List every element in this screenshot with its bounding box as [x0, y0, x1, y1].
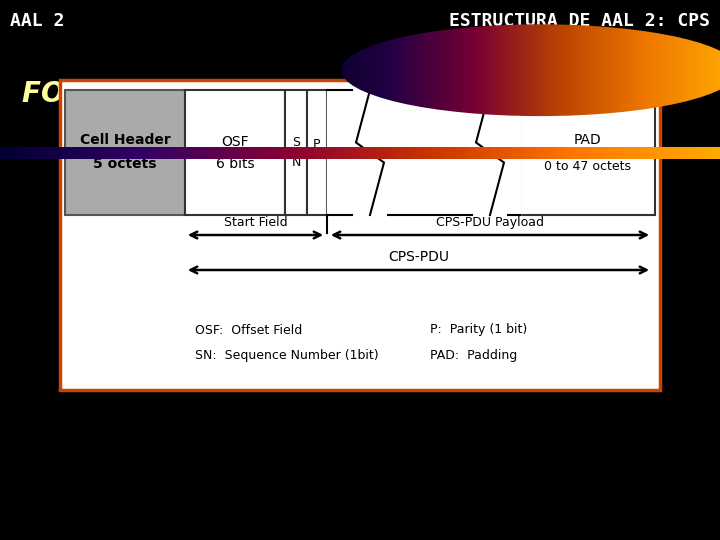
Text: P: P [313, 138, 320, 151]
Text: CPS-PDU Payload: CPS-PDU Payload [436, 216, 544, 229]
Bar [65, 90, 185, 215]
Text: AAL 2: AAL 2 [10, 12, 64, 30]
Text: Start Field: Start Field [224, 216, 288, 229]
Text: P:  Parity (1 bit): P: Parity (1 bit) [430, 323, 527, 336]
Text: PAD: PAD [574, 133, 601, 147]
Text: N: N [292, 156, 301, 169]
Text: 6 bits: 6 bits [216, 158, 254, 172]
Text: 5 octets: 5 octets [94, 158, 157, 172]
Text: FORMATO DEL CPS-PDU: FORMATO DEL CPS-PDU [22, 80, 392, 108]
Bar [60, 80, 660, 390]
Bar [520, 90, 655, 215]
Text: 0 to 47 octets: 0 to 47 octets [544, 160, 631, 173]
Text: Cell Header: Cell Header [80, 133, 171, 147]
Text: PAD:  Padding: PAD: Padding [430, 348, 517, 361]
Text: SN:  Sequence Number (1bit): SN: Sequence Number (1bit) [195, 348, 379, 361]
Bar [185, 90, 285, 215]
Text: CPS-PDU: CPS-PDU [388, 250, 449, 264]
Text: S: S [292, 136, 300, 149]
Bar [307, 90, 327, 215]
Text: ESTRUCTURA DE AAL 2: CPS: ESTRUCTURA DE AAL 2: CPS [449, 12, 710, 30]
Text: OSF: OSF [221, 136, 249, 150]
Text: OSF:  Offset Field: OSF: Offset Field [195, 323, 302, 336]
Bar [285, 90, 307, 215]
